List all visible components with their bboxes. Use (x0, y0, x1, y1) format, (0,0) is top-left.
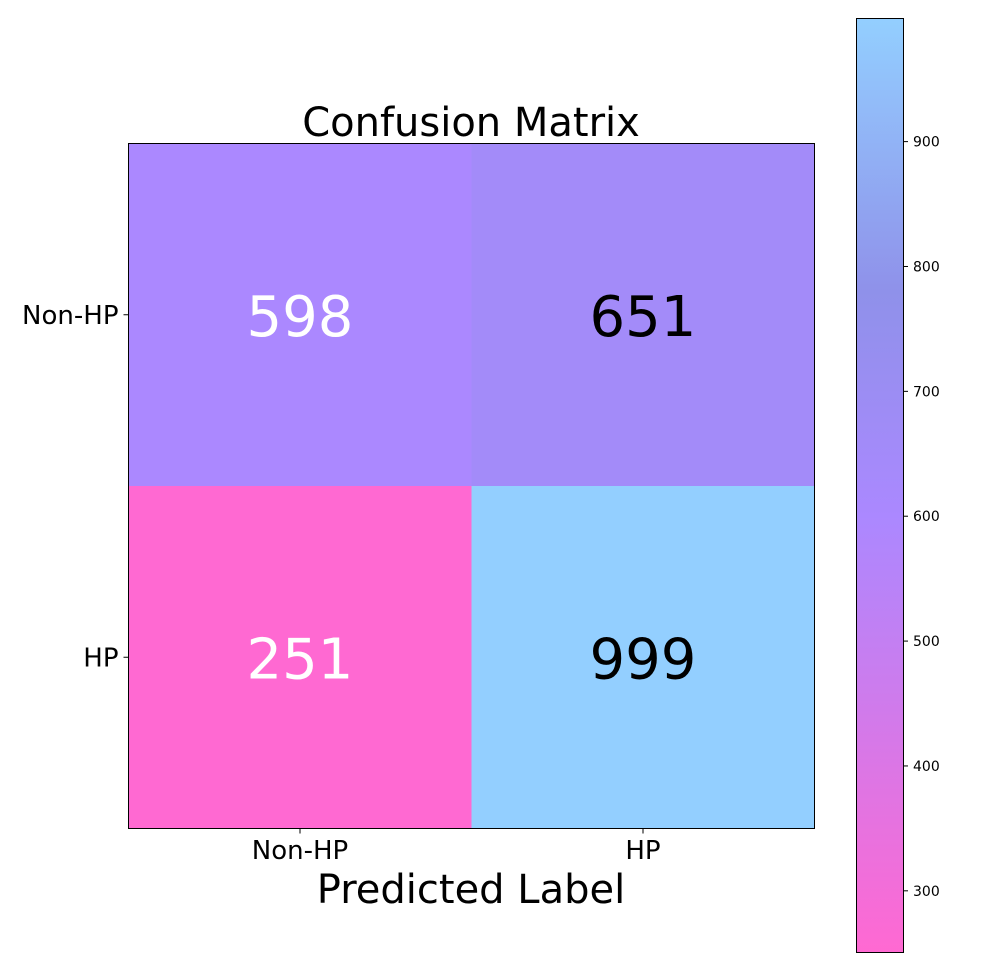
y-axis-ticks: Non-HP HP (22, 301, 129, 673)
cell-value-label: 999 (590, 627, 697, 692)
y-tick-label: HP (83, 643, 118, 673)
heatmap-cells: 598 651 251 999 (128, 143, 815, 829)
y-tick-label: Non-HP (22, 301, 118, 331)
heatmap-cell (128, 143, 472, 486)
colorbar-tick-label: 500 (913, 634, 940, 650)
colorbar (856, 18, 903, 952)
colorbar-tick-label: 900 (913, 135, 940, 151)
x-tick-label: HP (625, 836, 660, 866)
colorbar-ticks: 300 400 500 600 700 800 900 (903, 135, 940, 900)
cell-value-label: 598 (247, 285, 354, 350)
plot-frame (128, 143, 815, 829)
cell-value-label: 251 (247, 627, 354, 692)
chart-title: Confusion Matrix (302, 100, 640, 146)
x-axis-label: Predicted Label (317, 867, 625, 913)
heatmap-cell (471, 486, 815, 829)
colorbar-tick-label: 300 (913, 884, 940, 900)
x-axis-ticks: Non-HP HP (252, 828, 661, 866)
colorbar-tick-label: 600 (913, 509, 940, 525)
cell-value-label: 651 (590, 285, 697, 350)
colorbar-frame (856, 18, 904, 953)
colorbar-tick-label: 800 (913, 259, 940, 275)
x-tick-label: Non-HP (252, 836, 348, 866)
colorbar-tick-label: 400 (913, 759, 940, 775)
colorbar-tick-label: 700 (913, 384, 940, 400)
heatmap-cell (128, 486, 472, 829)
heatmap-cell (471, 143, 815, 486)
